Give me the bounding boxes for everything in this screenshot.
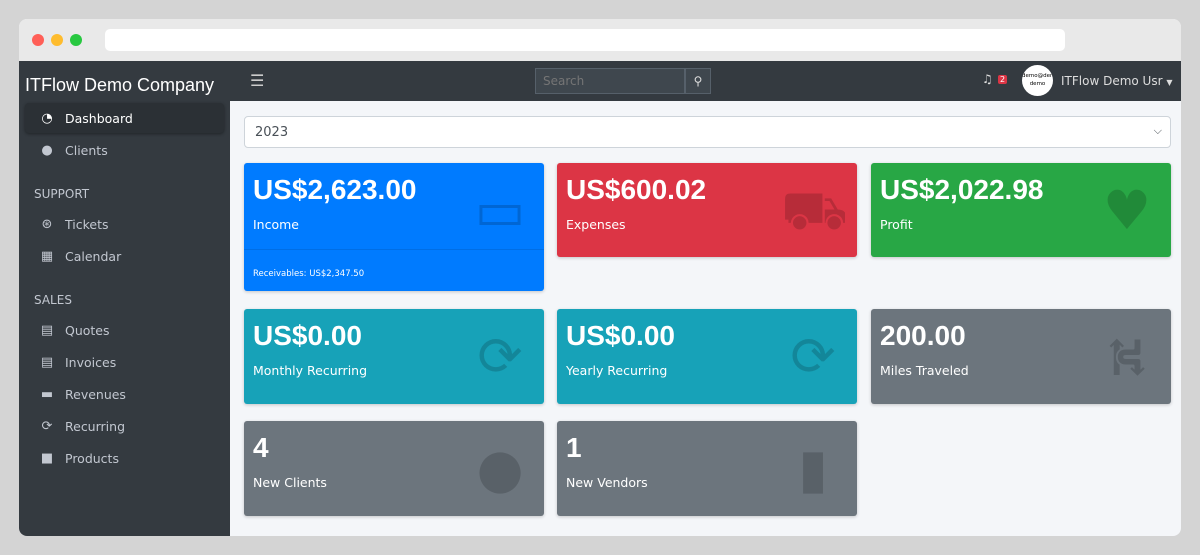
card-label: Miles Traveled xyxy=(880,363,969,378)
sync-icon: ⟳ xyxy=(477,325,523,388)
heart-icon: ♥ xyxy=(1102,179,1152,242)
income-card[interactable]: US$2,623.00 Income ▭ Receivables: US$2,3… xyxy=(244,163,544,291)
calendar-icon: ▦ xyxy=(40,248,54,264)
shopping-cart-icon: ⛟ xyxy=(781,179,845,242)
sidebar-header-support: SUPPORT xyxy=(34,187,90,201)
credit-card-icon: ▭ xyxy=(474,179,526,242)
sidebar-item-calendar[interactable]: ▦ Calendar xyxy=(25,241,224,271)
card-label: Yearly Recurring xyxy=(566,363,668,378)
browser-window: ITFlow Demo Company ◔ Dashboard ● Clients … xyxy=(19,19,1181,536)
user-name: ITFlow Demo Usr xyxy=(1061,74,1163,88)
new-vendors-card[interactable]: 1 New Vendors ▮ xyxy=(557,421,857,516)
card-value: US$0.00 xyxy=(253,320,362,351)
sidebar-item-label: Quotes xyxy=(65,322,110,338)
sidebar-item-label: Products xyxy=(65,450,119,466)
card-label: New Vendors xyxy=(566,475,648,490)
sidebar-item-tickets[interactable]: ⊛ Tickets xyxy=(25,209,224,239)
address-bar[interactable] xyxy=(105,29,1065,51)
sidebar-item-recurring[interactable]: ⟳ Recurring xyxy=(25,411,224,441)
miles-traveled-card[interactable]: 200.00 Miles Traveled ⛕ xyxy=(871,309,1171,404)
sidebar-header-sales: SALES xyxy=(34,293,72,307)
card-label: Profit xyxy=(880,217,913,232)
notification-badge: 2 xyxy=(998,75,1008,84)
yearly-recurring-card[interactable]: US$0.00 Yearly Recurring ⟳ xyxy=(557,309,857,404)
browser-titlebar xyxy=(19,19,1181,61)
receivables-footer: Receivables: US$2,347.50 xyxy=(244,249,544,291)
sidebar-item-label: Clients xyxy=(65,142,108,158)
card-value: US$2,022.98 xyxy=(880,174,1044,205)
brand[interactable]: ITFlow Demo Company xyxy=(25,75,215,95)
search-form: ⚲ xyxy=(535,68,711,94)
search-button[interactable]: ⚲ xyxy=(685,68,711,94)
caret-down-icon: ▼ xyxy=(1166,78,1173,87)
sidebar-item-label: Tickets xyxy=(65,216,109,232)
sidebar-item-dashboard[interactable]: ◔ Dashboard xyxy=(25,103,224,133)
profit-card[interactable]: US$2,022.98 Profit ♥ xyxy=(871,163,1171,257)
chevron-down-icon: ⌵ xyxy=(1153,124,1162,137)
card-label: Monthly Recurring xyxy=(253,363,368,378)
sync-icon: ⟳ xyxy=(790,325,836,388)
main-content: 2023 ⌵ US$2,623.00 Income ▭ Receivables: … xyxy=(230,101,1181,536)
bell-icon[interactable]: ♫ xyxy=(982,72,993,86)
sidebar-item-revenues[interactable]: ▬ Revenues xyxy=(25,379,224,409)
sync-icon: ⟳ xyxy=(41,418,53,434)
card-value: 1 xyxy=(566,432,582,463)
search-input[interactable] xyxy=(535,68,685,94)
sidebar-item-quotes[interactable]: ▤ Quotes xyxy=(25,315,224,345)
menu-toggle-icon[interactable]: ☰ xyxy=(250,71,265,90)
credit-card-icon: ▬ xyxy=(40,386,54,402)
life-ring-icon: ⊛ xyxy=(41,216,53,232)
expenses-card[interactable]: US$600.02 Expenses ⛟ xyxy=(557,163,857,257)
sidebar-item-invoices[interactable]: ▤ Invoices xyxy=(25,347,224,377)
building-icon: ▮ xyxy=(798,437,828,500)
user-menu[interactable]: ITFlow Demo Usr ▼ xyxy=(1061,74,1173,88)
route-icon: ⛕ xyxy=(1106,325,1148,388)
sidebar-item-products[interactable]: ■ Products xyxy=(25,443,224,473)
minimize-window-button[interactable] xyxy=(51,34,63,46)
card-value: US$600.02 xyxy=(566,174,707,205)
sidebar-item-label: Dashboard xyxy=(65,110,133,126)
sidebar-item-clients[interactable]: ● Clients xyxy=(25,135,224,165)
card-value: US$0.00 xyxy=(566,320,675,351)
card-label: New Clients xyxy=(253,475,327,490)
maximize-window-button[interactable] xyxy=(70,34,82,46)
box-icon: ■ xyxy=(40,450,54,466)
users-icon: ● xyxy=(476,437,524,500)
card-value: US$2,623.00 xyxy=(253,174,417,205)
new-clients-card[interactable]: 4 New Clients ● xyxy=(244,421,544,516)
search-icon: ⚲ xyxy=(693,74,703,88)
card-label: Expenses xyxy=(566,217,626,232)
users-icon: ● xyxy=(41,142,53,158)
close-window-button[interactable] xyxy=(32,34,44,46)
sidebar-item-label: Revenues xyxy=(65,386,126,402)
sidebar-item-label: Recurring xyxy=(65,418,125,434)
year-select[interactable]: 2023 ⌵ xyxy=(244,116,1171,148)
sidebar-item-label: Invoices xyxy=(65,354,117,370)
file-icon: ▤ xyxy=(40,322,54,338)
card-label: Income xyxy=(253,217,299,232)
monthly-recurring-card[interactable]: US$0.00 Monthly Recurring ⟳ xyxy=(244,309,544,404)
card-value: 4 xyxy=(253,432,269,463)
sidebar-item-label: Calendar xyxy=(65,248,122,264)
invoice-icon: ▤ xyxy=(40,354,54,370)
top-navbar: ☰ ⚲ ♫ 2 demo@demo demo ITFlow Demo Usr ▼ xyxy=(230,61,1181,101)
tachometer-icon: ◔ xyxy=(41,110,53,126)
card-value: 200.00 xyxy=(880,320,966,351)
year-select-value: 2023 xyxy=(255,125,289,140)
sidebar: ITFlow Demo Company ◔ Dashboard ● Clients … xyxy=(19,61,230,536)
avatar[interactable]: demo@demo demo xyxy=(1022,65,1053,96)
